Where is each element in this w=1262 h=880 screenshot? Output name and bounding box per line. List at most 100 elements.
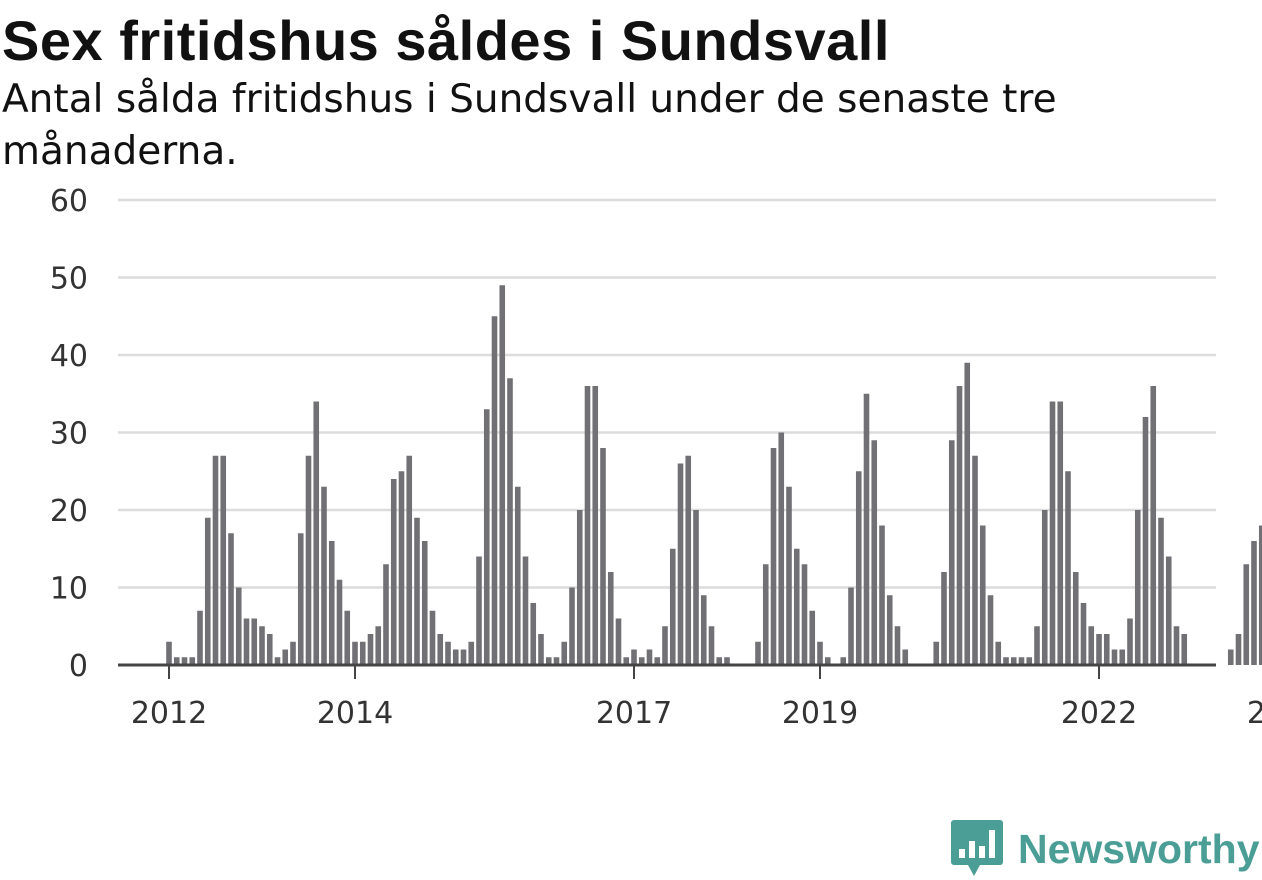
bar: [235, 587, 242, 665]
bar: [995, 641, 1002, 665]
bar: [460, 649, 467, 665]
bar: [793, 548, 800, 665]
bar: [762, 564, 769, 665]
bar: [1072, 572, 1079, 665]
bar: [1080, 603, 1087, 665]
y-tick-label: 40: [50, 339, 88, 374]
bar: [755, 641, 761, 665]
bar: [1119, 649, 1126, 665]
bar: [421, 541, 428, 665]
bar: [638, 657, 645, 665]
bar: [1103, 634, 1110, 665]
bar: [956, 386, 963, 665]
bar: [181, 657, 188, 665]
bar: [328, 541, 335, 665]
bar: [1065, 471, 1071, 665]
chart-subtitle: Antal sålda fritidshus i Sundsvall under…: [2, 77, 1057, 174]
bar: [173, 657, 180, 665]
bar: [600, 448, 606, 665]
bar: [1041, 510, 1048, 665]
y-axis-tick-labels: 0 10 20 30 40 50 60: [50, 184, 88, 684]
bar: [429, 610, 436, 665]
bar: [902, 649, 909, 665]
bar: [964, 362, 971, 665]
bar: [646, 649, 653, 665]
bar: [801, 564, 808, 665]
bar: [499, 285, 506, 665]
y-tick-label: 60: [50, 184, 88, 219]
bar: [228, 533, 234, 665]
bar: [1227, 649, 1234, 665]
bar: [693, 510, 699, 665]
bar: [1134, 510, 1141, 665]
bar: [538, 634, 544, 665]
bar: [716, 657, 723, 665]
bar: [561, 641, 568, 665]
bar: [359, 641, 366, 665]
bar: [677, 463, 684, 665]
bar: [483, 409, 490, 665]
bar: [1181, 634, 1188, 665]
chart-title: Sex fritidshus såldes i Sundsvall: [2, 9, 890, 72]
x-tick-label: 2022: [1061, 696, 1137, 731]
bar: [886, 595, 893, 665]
bar: [1165, 556, 1172, 665]
bar: [204, 517, 211, 665]
bar: [1049, 401, 1056, 665]
bar: [1127, 618, 1133, 665]
bar: [476, 556, 482, 665]
gridlines: [118, 198, 1216, 589]
bar: [700, 595, 707, 665]
bar: [553, 657, 560, 665]
bar: [840, 657, 847, 665]
bar: [1251, 541, 1257, 665]
y-tick-label: 20: [50, 494, 88, 529]
x-tick-label: 2017: [596, 696, 672, 731]
bar: [584, 386, 591, 665]
chart-bubble-icon: [951, 820, 1003, 876]
x-tick-label: 2012: [131, 696, 207, 731]
bar: [189, 657, 196, 665]
bar: [724, 657, 730, 665]
bar: [1142, 417, 1149, 665]
bar: [445, 641, 451, 665]
bar: [786, 486, 792, 665]
newsworthy-logo: Newsworthy: [950, 818, 1260, 880]
bar: [1088, 626, 1095, 665]
bar: [1018, 657, 1025, 665]
bar: [197, 610, 203, 665]
bar: [468, 641, 475, 665]
bar: [615, 618, 622, 665]
bar: [669, 548, 676, 665]
bar: [321, 486, 327, 665]
bar: [290, 641, 296, 665]
bar: [414, 517, 420, 665]
bar: [367, 634, 374, 665]
bar: [297, 533, 304, 665]
bar: [770, 448, 777, 665]
bar: [592, 386, 599, 665]
y-tick-label: 50: [50, 262, 88, 297]
bar: [933, 641, 940, 665]
bar: [607, 572, 614, 665]
bar: [778, 432, 785, 665]
bar: [623, 657, 630, 665]
x-axis: 2012 2014 2017 2019 2022 2024: [118, 663, 1262, 731]
bar: [1010, 657, 1017, 665]
bar: [305, 455, 312, 665]
brand-name: Newsworthy: [1018, 826, 1260, 872]
bar: [979, 525, 986, 665]
bar: [685, 455, 692, 665]
bar: [848, 587, 854, 665]
x-tick-label: 2024: [1247, 696, 1262, 731]
bar: [1158, 517, 1164, 665]
bar: [879, 525, 885, 665]
bar: [398, 471, 405, 665]
bar: [212, 455, 219, 665]
bar: [1034, 626, 1040, 665]
bar: [344, 610, 351, 665]
bar: [514, 486, 521, 665]
bar: [631, 649, 637, 665]
bar: [1258, 525, 1262, 665]
